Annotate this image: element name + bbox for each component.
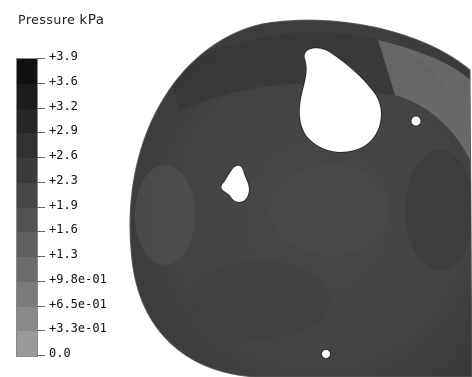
shade-patch-left	[135, 165, 195, 265]
color-scale-bar	[16, 58, 38, 357]
scale-tick	[37, 58, 45, 59]
scale-label: +3.6	[49, 73, 78, 88]
color-swatch	[17, 207, 37, 233]
scale-label: +2.6	[49, 148, 78, 162]
scale-tick	[37, 231, 45, 233]
scale-label: +6.5e-01	[49, 296, 107, 311]
shade-patch-center	[270, 165, 390, 255]
shade-patch-lower	[190, 260, 330, 340]
color-swatch	[17, 133, 37, 158]
color-swatch	[17, 257, 37, 282]
scale-tick	[37, 206, 45, 208]
scale-label: +1.3	[49, 247, 78, 261]
color-swatch	[17, 158, 37, 183]
color-swatch	[17, 232, 37, 257]
large-cavity	[298, 47, 382, 153]
color-swatch	[17, 306, 37, 332]
scale-label: +1.9	[49, 197, 78, 212]
color-swatch	[17, 108, 37, 134]
color-swatch	[17, 59, 37, 84]
scale-tick	[37, 157, 45, 158]
color-scale-ticks	[37, 58, 49, 356]
tiny-hole-bottom	[321, 349, 331, 359]
scale-tick	[37, 305, 45, 307]
color-swatch	[17, 83, 37, 109]
scale-label: +2.3	[49, 172, 78, 187]
shade-right-rim	[378, 40, 470, 160]
legend-title: Pressure kPa	[18, 12, 105, 28]
scale-tick	[37, 181, 45, 183]
scale-label: 0.0	[49, 346, 71, 360]
scale-tick	[37, 330, 45, 332]
scale-tick	[37, 355, 45, 356]
scale-tick	[37, 132, 45, 134]
shade-patch-right	[405, 150, 472, 270]
scale-label: +1.6	[49, 222, 78, 237]
color-swatch	[17, 281, 37, 307]
scale-tick	[37, 256, 45, 257]
scale-label: +3.9	[49, 49, 78, 63]
scale-label: +3.2	[49, 98, 78, 113]
legend-unit: kPa	[79, 12, 105, 28]
scale-label: +3.3e-01	[49, 321, 107, 336]
color-swatch	[17, 331, 37, 356]
scale-tick	[37, 107, 45, 109]
color-scale-labels: +3.9 +3.6 +3.2 +2.9 +2.6 +2.3 +1.9 +1.6 +1.3 +9.8…	[49, 49, 139, 369]
scale-label: +9.8e-01	[49, 271, 107, 286]
color-swatch	[17, 182, 37, 208]
scale-tick	[37, 280, 45, 282]
scale-tick	[37, 82, 45, 84]
legend-title-text: Pressure	[18, 12, 76, 27]
tiny-hole-right	[410, 115, 422, 127]
scale-label: +2.9	[49, 123, 78, 138]
small-cavity	[220, 164, 250, 203]
